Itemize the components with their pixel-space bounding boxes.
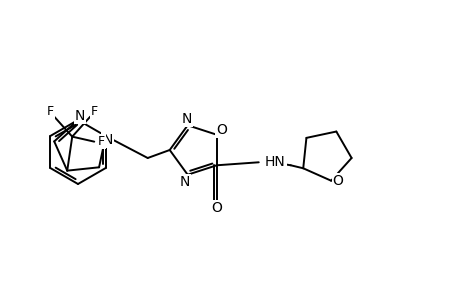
- Text: F: F: [90, 105, 98, 118]
- Text: N: N: [179, 175, 190, 189]
- Text: N: N: [75, 109, 85, 123]
- Text: O: O: [211, 201, 222, 215]
- Text: N: N: [181, 112, 191, 126]
- Text: O: O: [332, 174, 343, 188]
- Text: N: N: [102, 133, 112, 147]
- Text: F: F: [97, 135, 105, 148]
- Text: F: F: [46, 105, 54, 118]
- Text: O: O: [216, 123, 227, 137]
- Text: HN: HN: [264, 155, 285, 169]
